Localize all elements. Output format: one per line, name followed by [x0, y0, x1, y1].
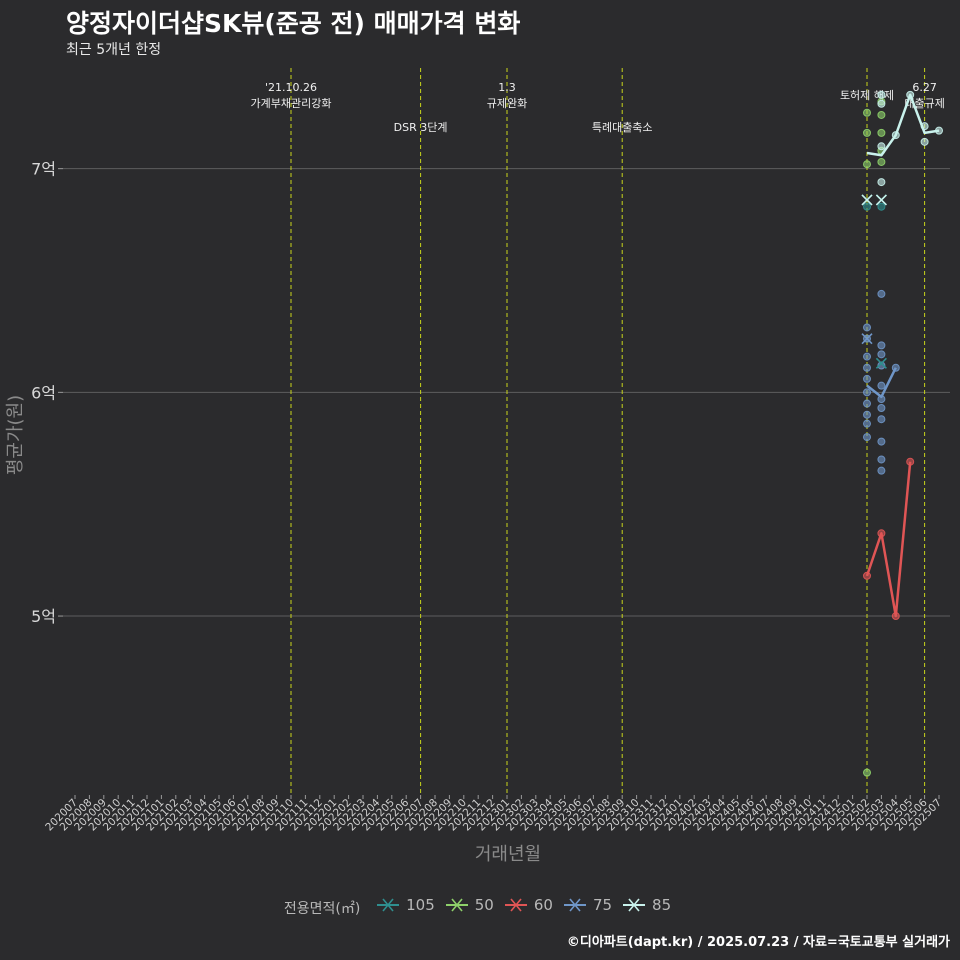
data-point-75 [877, 350, 886, 359]
legend-item-105: 105 [376, 896, 435, 914]
data-point-105 [877, 202, 886, 211]
legend-label: 75 [592, 896, 613, 914]
data-point-75 [863, 352, 871, 361]
data-point-75 [863, 323, 871, 332]
data-point-75 [877, 289, 886, 298]
data-point-75 [877, 415, 886, 424]
x-axis-title: 거래년월 [475, 844, 541, 865]
legend-item-85: 85 [622, 896, 671, 914]
data-point-50 [877, 128, 886, 137]
legend-key-icon [623, 898, 646, 912]
event-label: 특례대출축소 [592, 121, 653, 134]
data-point-85 [877, 99, 886, 108]
data-point-50 [863, 108, 871, 117]
data-point-85 [877, 90, 886, 99]
data-point-85 [920, 137, 929, 146]
data-point-75 [863, 399, 871, 408]
data-point-85 [877, 142, 886, 151]
x-marker [875, 194, 887, 206]
data-point-75 [863, 419, 871, 428]
event-label-line: 토허제 해제 [840, 88, 894, 102]
y-tick-label: 7억 [31, 160, 56, 179]
event-label-line: 가계부채관리강화 [251, 97, 332, 110]
series-line-85 [866, 93, 940, 157]
legend-item-60: 60 [504, 896, 553, 914]
data-point-75 [863, 388, 871, 397]
event-label-line: '21.10.26 [265, 81, 317, 94]
legend-label: 50 [474, 896, 494, 914]
data-point-50 [863, 128, 871, 137]
data-point-75 [877, 455, 886, 464]
series-layer [861, 90, 943, 777]
series-line-60 [865, 461, 912, 618]
data-point-50 [877, 157, 886, 166]
event-label: 토허제 해제 [840, 88, 894, 102]
legend: 전용면적(㎡) 105 50 60 75 85 [0, 896, 960, 918]
legend-key-icon [377, 898, 400, 912]
legend-key-icon [563, 898, 586, 912]
event-label-line: 특례대출축소 [592, 121, 653, 134]
legend-items: 105 50 60 75 85 [371, 896, 676, 917]
source-caption: ©디아파트(dapt.kr) / 2025.07.23 / 자료=국토교통부 실… [566, 935, 950, 950]
data-point-75 [863, 410, 871, 419]
event-label-line: 6.27 [912, 81, 937, 94]
event-label: 1.3 규제완화 [487, 81, 527, 110]
y-tick-label: 6억 [31, 383, 56, 402]
data-point-75 [877, 381, 886, 390]
data-point-75 [877, 341, 886, 350]
event-label: '21.10.26 가계부채관리강화 [251, 81, 332, 110]
legend-key-icon [445, 898, 468, 912]
legend-item-75: 75 [563, 896, 612, 914]
chart-title: 양정자이더샵SK뷰(준공 전) 매매가격 변화 [66, 9, 521, 38]
legend-label: 105 [406, 896, 435, 914]
event-label: DSR 3단계 [394, 121, 448, 134]
data-point-75 [863, 363, 871, 372]
legend-label: 60 [533, 896, 553, 914]
data-point-75 [877, 466, 886, 475]
data-point-105 [863, 202, 871, 211]
x-marker [861, 194, 873, 206]
data-point-75 [877, 361, 886, 370]
series-line-75 [866, 367, 897, 399]
chart-subtitle: 최근 5개년 한정 [66, 42, 162, 58]
data-point-50 [863, 160, 871, 169]
legend-item-50: 50 [445, 896, 494, 914]
y-tick-label: 5억 [31, 607, 56, 626]
event-label-line: DSR 3단계 [394, 121, 448, 134]
legend-title: 전용면적(㎡) [283, 901, 361, 917]
x-marker [875, 357, 887, 369]
y-axis-title: 평균가(원) [5, 395, 26, 475]
event-label-line: 1.3 [498, 81, 516, 94]
legend-key-icon [504, 898, 527, 912]
data-point-50 [863, 768, 871, 777]
data-point-75 [877, 404, 886, 413]
data-point-75 [863, 374, 871, 383]
legend-label: 85 [652, 896, 672, 914]
data-point-85 [877, 178, 886, 187]
data-point-75 [863, 433, 871, 442]
x-marker [861, 333, 873, 345]
data-point-50 [877, 110, 886, 119]
data-point-75 [877, 437, 886, 446]
event-label-line: 규제완화 [487, 97, 527, 110]
axis-layer: 5억6억7억2020072020082020092020102020112020… [31, 160, 944, 834]
